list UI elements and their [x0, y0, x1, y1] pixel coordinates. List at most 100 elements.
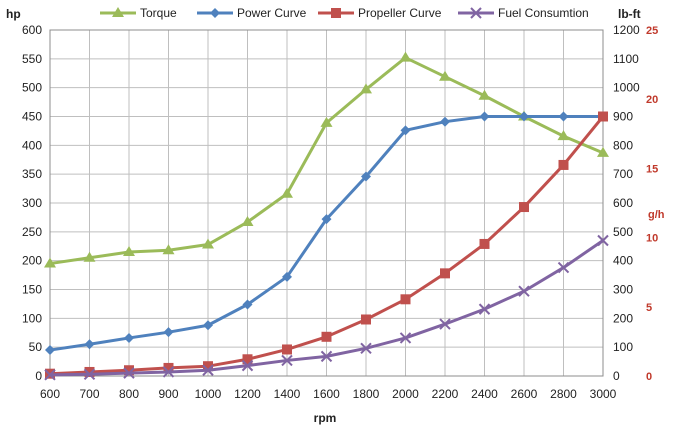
point-torque: [281, 187, 293, 198]
right-tick-label: 900: [613, 110, 633, 124]
right-axis2-ticks: 0 5 10 15 20 25: [646, 25, 658, 383]
point-propeller-curve: [519, 202, 529, 213]
x-tick-label: 1800: [353, 387, 380, 401]
left-tick-label: 550: [22, 52, 42, 66]
marker-stroke: [478, 303, 491, 315]
left-tick-label: 50: [29, 340, 43, 354]
x-tick-label: 2200: [432, 387, 459, 401]
marker-stroke: [202, 364, 214, 376]
left-axis-title: hp: [6, 7, 21, 21]
point-power-curve: [361, 171, 371, 182]
legend-label: Fuel Consumtion: [498, 6, 589, 20]
point-fuel-consumtion: [557, 261, 570, 274]
series-fuel-consumtion: [44, 234, 609, 381]
right-tick-label: 200: [613, 311, 633, 325]
series-torque: [44, 51, 609, 268]
point-propeller-curve: [558, 159, 569, 170]
point-fuel-consumtion: [44, 369, 56, 381]
x-tick-label: 800: [119, 387, 139, 401]
right-axis-ticks: 0 100 200 300 400 500 600 700 800 900 1000 1100 1200: [613, 23, 640, 383]
right-tick-label: 400: [613, 254, 633, 268]
right2-tick-label: 0: [646, 371, 652, 383]
plot-border: [49, 29, 604, 377]
marker-stroke: [597, 234, 609, 247]
left-tick-label: 150: [22, 283, 42, 297]
right-tick-label: 1200: [613, 23, 640, 37]
point-fuel-consumtion: [518, 285, 530, 297]
point-torque: [360, 83, 372, 94]
legend-label: Torque: [140, 6, 177, 20]
point-propeller-curve: [242, 354, 253, 365]
marker-stroke: [320, 350, 333, 363]
x-tick-label: 1200: [234, 387, 261, 401]
right-tick-label: 600: [613, 196, 633, 210]
point-torque: [123, 246, 135, 257]
legend-item-torque: Torque: [100, 6, 177, 20]
left-tick-label: 300: [22, 196, 42, 210]
point-propeller-curve: [479, 238, 490, 249]
x-tick-label: 2800: [550, 387, 577, 401]
legend-swatch-marker: [112, 7, 124, 17]
right2-tick-label: 5: [646, 302, 652, 314]
legend-swatch-marker: [331, 8, 341, 18]
point-fuel-consumtion: [360, 342, 372, 355]
legend: Torque Power Curve Propeller Curve Fuel Con…: [100, 6, 589, 20]
x-axis-title: rpm: [314, 411, 337, 425]
point-power-curve: [282, 271, 292, 282]
point-torque: [202, 238, 214, 249]
point-torque: [162, 244, 175, 255]
marker-stroke: [557, 261, 570, 274]
x-tick-label: 3000: [590, 387, 617, 401]
marker-stroke: [281, 354, 293, 367]
marker-stroke: [439, 318, 451, 330]
point-propeller-curve: [598, 111, 608, 122]
left-tick-label: 450: [22, 110, 42, 124]
legend-label: Propeller Curve: [358, 6, 442, 20]
point-power-curve: [203, 320, 213, 331]
series-group: [44, 51, 609, 381]
point-torque: [478, 89, 491, 100]
point-power-curve: [163, 327, 174, 338]
grid: [49, 29, 604, 377]
point-fuel-consumtion: [439, 318, 451, 330]
point-fuel-consumtion: [241, 359, 254, 372]
point-fuel-consumtion: [478, 303, 491, 315]
right-axis-title: lb-ft: [618, 7, 641, 21]
marker-stroke: [44, 369, 56, 381]
point-power-curve: [479, 111, 490, 122]
point-torque: [557, 130, 570, 141]
point-power-curve: [45, 345, 55, 356]
left-tick-label: 100: [22, 311, 42, 325]
point-fuel-consumtion: [597, 234, 609, 247]
right2-tick-label: 10: [646, 233, 658, 245]
left-axis-ticks: 0 50 100 150 200 250 300 350 400 450 500 550 600: [22, 23, 42, 383]
point-fuel-consumtion: [123, 367, 135, 379]
left-tick-label: 400: [22, 138, 42, 152]
x-tick-label: 2000: [392, 387, 419, 401]
left-tick-label: 500: [22, 81, 42, 95]
point-torque: [320, 116, 333, 127]
x-tick-label: 600: [40, 387, 60, 401]
point-propeller-curve: [124, 365, 134, 376]
right-tick-label: 800: [613, 138, 633, 152]
right2-tick-label: 20: [646, 94, 658, 106]
marker-stroke: [83, 368, 96, 380]
marker-stroke: [518, 285, 530, 297]
point-propeller-curve: [203, 361, 213, 372]
point-torque: [44, 257, 56, 268]
point-fuel-consumtion: [399, 332, 412, 344]
right-tick-label: 0: [613, 369, 620, 383]
marker-stroke: [162, 366, 175, 378]
point-propeller-curve: [440, 268, 450, 279]
marker-stroke: [123, 367, 135, 379]
x-axis-ticks: 600 700 800 900 1000 1200 1400 1600 1800 2000 2200…: [40, 387, 617, 401]
point-power-curve: [519, 111, 529, 122]
right-tick-label: 300: [613, 283, 633, 297]
x-tick-label: 1400: [274, 387, 301, 401]
x-tick-label: 900: [158, 387, 178, 401]
point-torque: [439, 70, 451, 81]
point-torque: [597, 146, 609, 157]
right2-tick-label: 15: [646, 163, 658, 175]
x-tick-label: 2400: [471, 387, 498, 401]
marker-stroke: [470, 7, 482, 19]
